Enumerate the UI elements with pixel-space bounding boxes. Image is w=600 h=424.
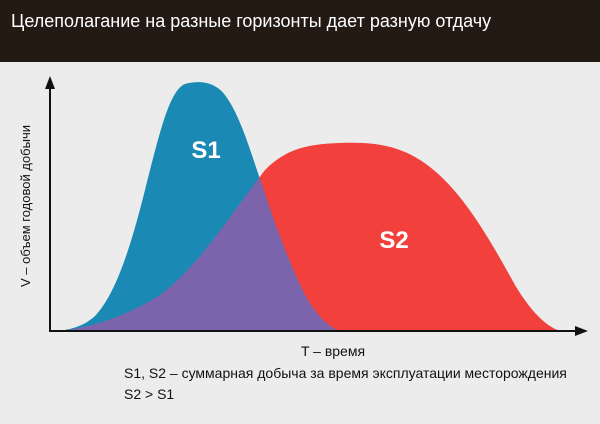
header-bar: Целеполагание на разные горизонты дает р… (0, 0, 600, 62)
y-axis-arrow (45, 76, 55, 89)
page-title: Целеполагание на разные горизонты дает р… (11, 11, 492, 31)
comparison-note: S2 > S1 (124, 386, 175, 402)
x-axis-label: T – время (301, 343, 365, 359)
series-label-s2: S2 (379, 227, 408, 254)
legend-note: S1, S2 – суммарная добыча за время экспл… (124, 365, 567, 381)
y-axis-label: V – объем годовой добычи (18, 125, 33, 287)
x-axis-arrow (575, 326, 588, 336)
production-chart: S1 S2 T – время V – объем годовой добычи (18, 76, 588, 359)
series-label-s1: S1 (191, 137, 220, 164)
